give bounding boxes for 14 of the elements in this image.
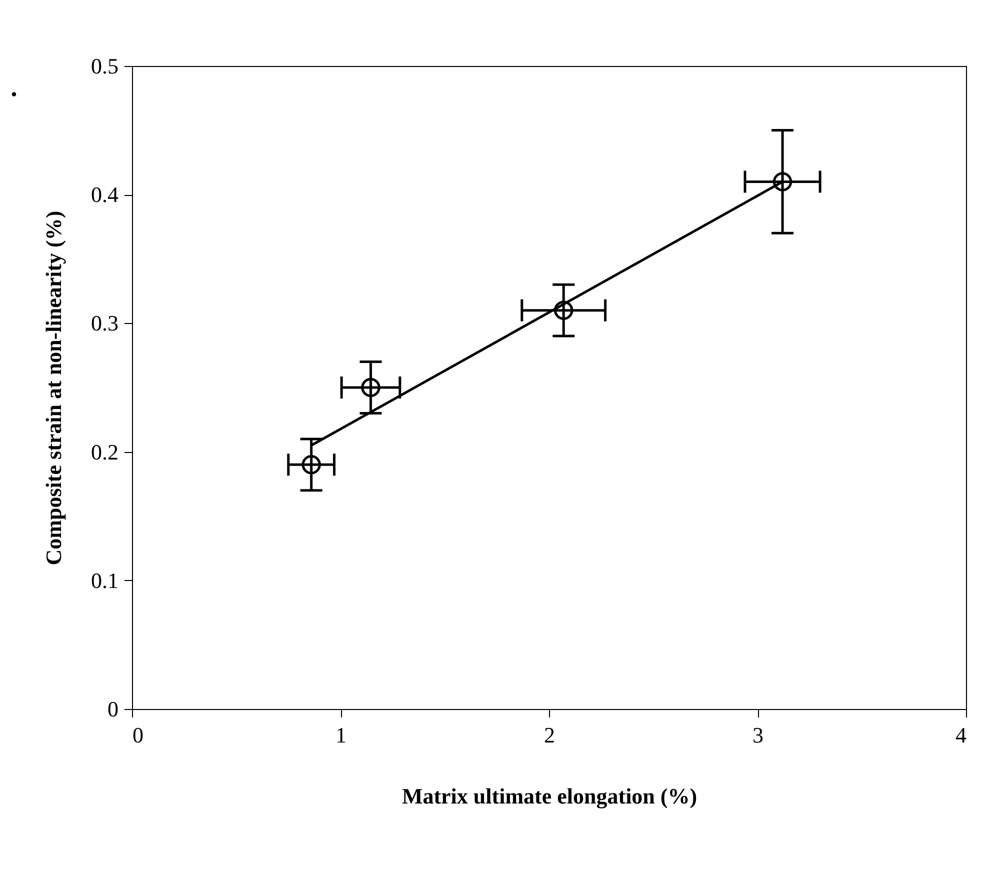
x-tick-label: 3 [752, 722, 764, 748]
y-tick-label: 0.5 [91, 54, 118, 78]
y-tick-label: 0 [108, 696, 118, 722]
y-axis-title: Composite strain at non-linearity (%) [41, 210, 66, 566]
x-tick-label: 2 [544, 722, 555, 748]
x-axis-title: Matrix ultimate elongation (%) [402, 784, 698, 808]
y-tick-label: 0.1 [91, 568, 118, 593]
y-tick-label: 0.2 [91, 439, 118, 464]
text: . [10, 73, 18, 102]
y-tick-label: 0.4 [91, 182, 118, 208]
x-tick-label: 1 [336, 722, 346, 748]
x-tick-label: 0 [132, 722, 144, 748]
x-tick-label: 4 [956, 722, 966, 748]
y-tick-label: 0.3 [91, 310, 118, 336]
